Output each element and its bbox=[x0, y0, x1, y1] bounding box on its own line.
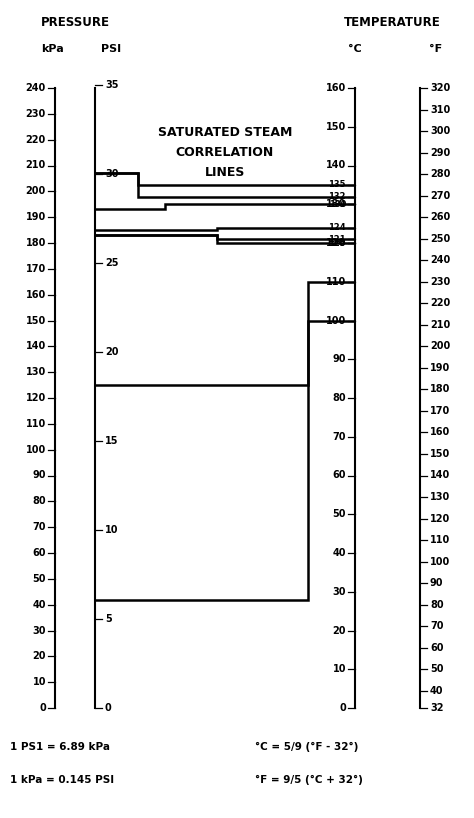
Text: 5: 5 bbox=[105, 614, 112, 624]
Text: 130: 130 bbox=[430, 492, 450, 502]
Text: 100: 100 bbox=[326, 316, 346, 326]
Text: 40: 40 bbox=[332, 548, 346, 558]
Text: 0: 0 bbox=[339, 703, 346, 713]
Text: 50: 50 bbox=[33, 574, 46, 584]
Text: 320: 320 bbox=[430, 83, 450, 93]
Text: 40: 40 bbox=[33, 600, 46, 609]
Text: 90: 90 bbox=[33, 470, 46, 480]
Text: 120: 120 bbox=[326, 238, 346, 248]
Text: 140: 140 bbox=[430, 470, 450, 480]
Text: 140: 140 bbox=[326, 160, 346, 170]
Text: °F: °F bbox=[429, 44, 443, 54]
Text: 290: 290 bbox=[430, 147, 450, 158]
Text: 70: 70 bbox=[332, 432, 346, 442]
Text: 160: 160 bbox=[430, 428, 450, 438]
Text: 35: 35 bbox=[105, 79, 118, 90]
Text: 20: 20 bbox=[332, 626, 346, 636]
Text: 180: 180 bbox=[26, 238, 46, 248]
Text: 132: 132 bbox=[328, 192, 346, 201]
Text: 10: 10 bbox=[105, 525, 118, 535]
Text: 110: 110 bbox=[326, 276, 346, 287]
Text: 50: 50 bbox=[332, 510, 346, 519]
Text: 1 kPa = 0.145 PSI: 1 kPa = 0.145 PSI bbox=[10, 775, 114, 785]
Text: 220: 220 bbox=[430, 299, 450, 308]
Text: 15: 15 bbox=[105, 436, 118, 446]
Text: 124: 124 bbox=[328, 223, 346, 232]
Text: 10: 10 bbox=[332, 664, 346, 674]
Text: °C: °C bbox=[348, 44, 362, 54]
Text: 280: 280 bbox=[430, 169, 450, 179]
Text: 80: 80 bbox=[332, 393, 346, 403]
Text: SATURATED STEAM
CORRELATION
LINES: SATURATED STEAM CORRELATION LINES bbox=[158, 126, 292, 179]
Text: 240: 240 bbox=[430, 255, 450, 265]
Text: 220: 220 bbox=[26, 135, 46, 145]
Text: 160: 160 bbox=[326, 83, 346, 93]
Text: 70: 70 bbox=[430, 621, 444, 631]
Text: 30: 30 bbox=[105, 169, 118, 179]
Text: 240: 240 bbox=[26, 83, 46, 93]
Text: 270: 270 bbox=[430, 191, 450, 200]
Text: 230: 230 bbox=[430, 276, 450, 287]
Text: 60: 60 bbox=[332, 470, 346, 480]
Text: 50: 50 bbox=[430, 664, 444, 674]
Text: 200: 200 bbox=[430, 341, 450, 352]
Text: 190: 190 bbox=[26, 212, 46, 222]
Text: 100: 100 bbox=[26, 445, 46, 455]
Text: 260: 260 bbox=[430, 212, 450, 222]
Text: 120: 120 bbox=[430, 514, 450, 524]
Text: 30: 30 bbox=[33, 626, 46, 636]
Text: 20: 20 bbox=[105, 347, 118, 357]
Text: °C = 5/9 (°F - 32°): °C = 5/9 (°F - 32°) bbox=[255, 742, 358, 752]
Text: 60: 60 bbox=[430, 643, 444, 653]
Text: 80: 80 bbox=[430, 600, 444, 609]
Text: 140: 140 bbox=[26, 341, 46, 352]
Text: 40: 40 bbox=[430, 685, 444, 696]
Text: 150: 150 bbox=[326, 122, 346, 132]
Text: 80: 80 bbox=[32, 497, 46, 506]
Text: 190: 190 bbox=[430, 363, 450, 373]
Text: °F = 9/5 (°C + 32°): °F = 9/5 (°C + 32°) bbox=[255, 775, 363, 785]
Text: 110: 110 bbox=[430, 535, 450, 545]
Text: kPa: kPa bbox=[42, 44, 64, 54]
Text: 10: 10 bbox=[33, 677, 46, 687]
Text: 135: 135 bbox=[328, 181, 346, 190]
Text: 0: 0 bbox=[39, 703, 46, 713]
Text: 25: 25 bbox=[105, 258, 118, 267]
Text: 30: 30 bbox=[332, 587, 346, 597]
Text: 130: 130 bbox=[326, 200, 346, 209]
Text: 120: 120 bbox=[328, 239, 346, 248]
Text: 130: 130 bbox=[328, 200, 346, 209]
Text: 160: 160 bbox=[26, 290, 46, 299]
Text: 90: 90 bbox=[430, 578, 444, 588]
Text: 1 PS1 = 6.89 kPa: 1 PS1 = 6.89 kPa bbox=[10, 742, 110, 752]
Text: 32: 32 bbox=[430, 703, 444, 713]
Text: 200: 200 bbox=[26, 187, 46, 196]
Text: TEMPERATURE: TEMPERATURE bbox=[344, 16, 440, 29]
Text: 230: 230 bbox=[26, 109, 46, 119]
Text: 0: 0 bbox=[105, 703, 112, 713]
Text: 150: 150 bbox=[430, 449, 450, 459]
Text: 90: 90 bbox=[332, 354, 346, 364]
Text: PSI: PSI bbox=[101, 44, 121, 54]
Text: 170: 170 bbox=[26, 264, 46, 274]
Text: 150: 150 bbox=[26, 316, 46, 326]
Text: 70: 70 bbox=[33, 522, 46, 533]
Text: 180: 180 bbox=[430, 384, 450, 394]
Text: 20: 20 bbox=[33, 651, 46, 661]
Text: 60: 60 bbox=[33, 548, 46, 558]
Text: 100: 100 bbox=[430, 556, 450, 567]
Text: 120: 120 bbox=[26, 393, 46, 403]
Text: 130: 130 bbox=[26, 367, 46, 377]
Text: 250: 250 bbox=[430, 234, 450, 244]
Text: 170: 170 bbox=[430, 406, 450, 416]
Text: 310: 310 bbox=[430, 105, 450, 115]
Text: 210: 210 bbox=[26, 160, 46, 170]
Text: PRESSURE: PRESSURE bbox=[40, 16, 109, 29]
Text: 110: 110 bbox=[26, 419, 46, 429]
Text: 210: 210 bbox=[430, 320, 450, 330]
Text: 121: 121 bbox=[328, 235, 346, 244]
Text: 300: 300 bbox=[430, 126, 450, 136]
